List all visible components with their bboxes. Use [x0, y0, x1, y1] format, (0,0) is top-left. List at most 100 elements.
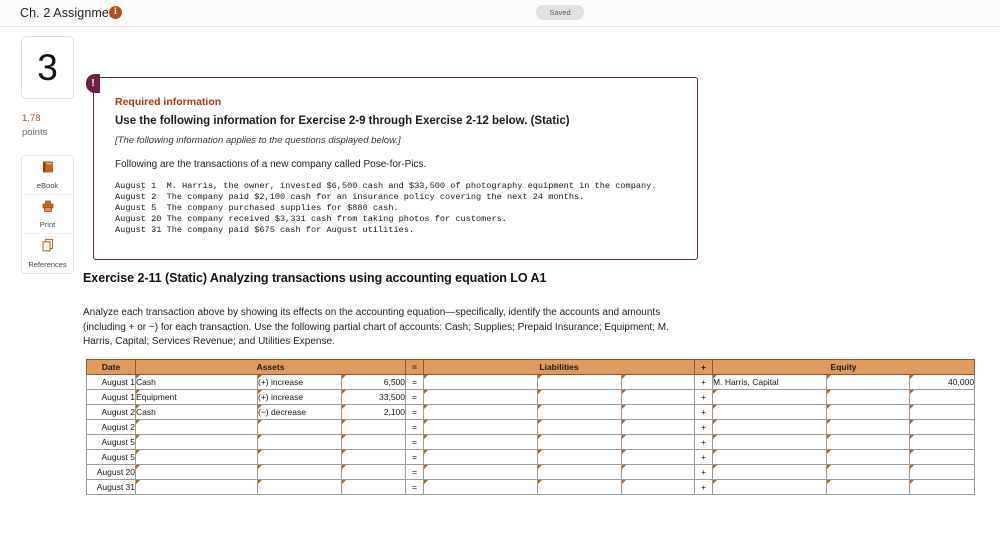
equity-effect-input[interactable]	[826, 404, 911, 420]
asset-account-input[interactable]: Cash	[135, 374, 258, 390]
equity-account-input[interactable]	[712, 389, 828, 405]
asset-effect-input[interactable]: (+) increase	[257, 389, 342, 405]
asset-amount-input[interactable]: 6,500	[340, 374, 407, 390]
equity-amount-input[interactable]	[909, 479, 976, 495]
asset-amount-input[interactable]	[340, 449, 407, 465]
info-icon[interactable]: i	[109, 6, 122, 19]
points-value: 1.78	[22, 113, 41, 124]
equals-operator: =	[405, 374, 425, 390]
equity-account-input[interactable]	[712, 419, 828, 435]
asset-amount-input[interactable]	[340, 434, 407, 450]
asset-account-input[interactable]	[135, 419, 258, 435]
row-date: August 1	[86, 389, 136, 405]
asset-account-input[interactable]	[135, 479, 258, 495]
equity-effect-input[interactable]	[826, 464, 911, 480]
equity-effect-input[interactable]	[826, 449, 911, 465]
liability-account-input[interactable]	[423, 434, 539, 450]
plus-operator: +	[694, 374, 714, 390]
equity-effect-input[interactable]	[826, 419, 911, 435]
liability-effect-input[interactable]	[537, 434, 623, 450]
equals-operator: =	[405, 404, 425, 420]
liability-effect-input[interactable]	[537, 419, 623, 435]
alert-marker-icon: !	[86, 74, 100, 93]
equity-amount-input[interactable]	[909, 404, 976, 420]
equity-account-input[interactable]	[712, 434, 828, 450]
liability-amount-input[interactable]	[621, 374, 696, 390]
references-label: References	[28, 260, 67, 269]
liability-effect-input[interactable]	[537, 389, 623, 405]
liability-amount-input[interactable]	[621, 449, 696, 465]
asset-account-input[interactable]: Cash	[135, 404, 258, 420]
row-date: August 31	[86, 479, 136, 495]
asset-effect-input[interactable]: (−) decrease	[257, 404, 342, 420]
asset-effect-input[interactable]: (+) increase	[257, 374, 342, 390]
equity-account-input[interactable]	[712, 449, 828, 465]
pages-icon	[22, 238, 73, 254]
equity-amount-input[interactable]	[909, 464, 976, 480]
row-date: August 2	[86, 404, 136, 420]
equity-amount-input[interactable]	[909, 419, 976, 435]
equity-amount-input[interactable]	[909, 434, 976, 450]
liability-amount-input[interactable]	[621, 479, 696, 495]
equity-effect-input[interactable]	[826, 389, 911, 405]
asset-effect-input[interactable]	[257, 434, 342, 450]
liability-effect-input[interactable]	[537, 404, 623, 420]
equity-account-input[interactable]	[712, 479, 828, 495]
liability-amount-input[interactable]	[621, 404, 696, 420]
liability-account-input[interactable]	[423, 464, 539, 480]
asset-amount-input[interactable]	[340, 464, 407, 480]
equals-operator: =	[405, 419, 425, 435]
top-bar: Ch. 2 Assignment i Saved	[0, 0, 1000, 27]
equity-effect-input[interactable]	[826, 374, 911, 390]
equity-account-input[interactable]	[712, 464, 828, 480]
asset-effect-input[interactable]	[257, 464, 342, 480]
page-title: Ch. 2 Assignment	[20, 6, 120, 20]
asset-amount-input[interactable]	[340, 419, 407, 435]
asset-account-input[interactable]	[135, 434, 258, 450]
liability-amount-input[interactable]	[621, 389, 696, 405]
references-button[interactable]: References	[22, 234, 73, 273]
asset-account-input[interactable]	[135, 449, 258, 465]
equity-account-input[interactable]	[712, 404, 828, 420]
asset-effect-input[interactable]	[257, 449, 342, 465]
equals-operator: =	[405, 479, 425, 495]
liability-account-input[interactable]	[423, 404, 539, 420]
liability-effect-input[interactable]	[537, 449, 623, 465]
plus-operator: +	[694, 419, 714, 435]
liability-amount-input[interactable]	[621, 464, 696, 480]
liability-effect-input[interactable]	[537, 479, 623, 495]
equity-amount-input[interactable]	[909, 449, 976, 465]
header-equals: =	[405, 359, 425, 375]
equity-amount-input[interactable]: 40,000	[909, 374, 976, 390]
header-plus: +	[694, 359, 714, 375]
equity-amount-input[interactable]	[909, 389, 976, 405]
equity-effect-input[interactable]	[826, 479, 911, 495]
asset-effect-input[interactable]	[257, 479, 342, 495]
equity-effect-input[interactable]	[826, 434, 911, 450]
equity-account-input[interactable]: M. Harris, Capital	[712, 374, 828, 390]
asset-account-input[interactable]: Equipment	[135, 389, 258, 405]
table-row: August 20 = +	[86, 464, 976, 480]
liability-amount-input[interactable]	[621, 419, 696, 435]
print-label: Print	[39, 220, 56, 229]
liability-amount-input[interactable]	[621, 434, 696, 450]
header-equity: Equity	[712, 359, 976, 375]
accounting-equation-table: Date Assets = Liabilities + Equity Augus…	[86, 359, 976, 495]
tool-rail: eBook Print References	[21, 155, 74, 274]
liability-account-input[interactable]	[423, 479, 539, 495]
liability-account-input[interactable]	[423, 389, 539, 405]
ebook-button[interactable]: eBook	[22, 156, 73, 195]
asset-amount-input[interactable]: 2,100	[340, 404, 407, 420]
liability-account-input[interactable]	[423, 374, 539, 390]
asset-amount-input[interactable]	[340, 479, 407, 495]
liability-effect-input[interactable]	[537, 374, 623, 390]
points-label: points	[22, 127, 48, 138]
asset-account-input[interactable]	[135, 464, 258, 480]
print-button[interactable]: Print	[22, 195, 73, 234]
asset-amount-input[interactable]: 33,500	[340, 389, 407, 405]
asset-effect-input[interactable]	[257, 419, 342, 435]
liability-effect-input[interactable]	[537, 464, 623, 480]
liability-account-input[interactable]	[423, 419, 539, 435]
exercise-title: Exercise 2-11 (Static) Analyzing transac…	[83, 271, 547, 285]
liability-account-input[interactable]	[423, 449, 539, 465]
